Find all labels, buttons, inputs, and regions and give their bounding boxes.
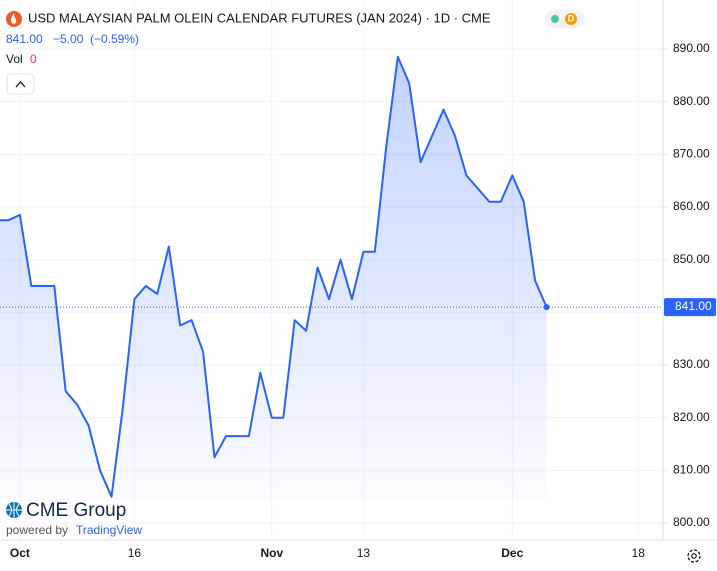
area [0,56,547,500]
y-tick-label: 880.00 [673,94,710,108]
header-change: −5.00 [53,32,84,46]
badge: D [568,13,575,23]
x-tick-label: Nov [260,546,283,560]
header-change-pct: (−0.59%) [90,32,139,46]
symbol-logo-drop [10,13,17,24]
settings-hub [691,553,697,559]
x-tick-label: 13 [357,546,371,560]
collapse-button[interactable] [6,73,35,95]
chart-title: USD MALAYSIAN PALM OLEIN CALENDAR FUTURE… [28,10,491,25]
x-tick-label: 16 [128,546,142,560]
header-price: 841.00 [6,32,43,46]
logo-text: CME Group [26,500,126,521]
status-dot [551,15,559,23]
y-tick-label: 830.00 [673,357,710,371]
price-tag [664,298,716,317]
x-tick-label: 18 [632,546,646,560]
y-tick-label: 820.00 [673,410,710,424]
y-tick-label: 890.00 [673,41,710,55]
cme-logo: CME Group [6,500,126,521]
y-tick-label: 810.00 [673,463,710,477]
x-tick-label: Oct [10,546,30,560]
price-tag-label: 841.00 [675,299,712,313]
volume-value: 0 [30,52,37,66]
line [0,55,548,498]
settings-gear [687,549,701,563]
plot [0,55,663,500]
volume-label: Vol [6,52,23,66]
collapse-chevron [15,81,26,88]
cme-globe-lines [6,502,22,518]
badge-circle [565,13,577,25]
powered-by: powered by [6,523,68,537]
y-tick-label: 860.00 [673,199,710,213]
y-tick-label: 870.00 [673,147,710,161]
y-tick-label: 800.00 [673,515,710,529]
y-tick-label: 850.00 [673,252,710,266]
powered-brand: TradingView [76,523,142,537]
last-point [543,304,550,311]
settings-icon[interactable] [687,549,701,563]
x-tick-label: Dec [501,546,523,560]
